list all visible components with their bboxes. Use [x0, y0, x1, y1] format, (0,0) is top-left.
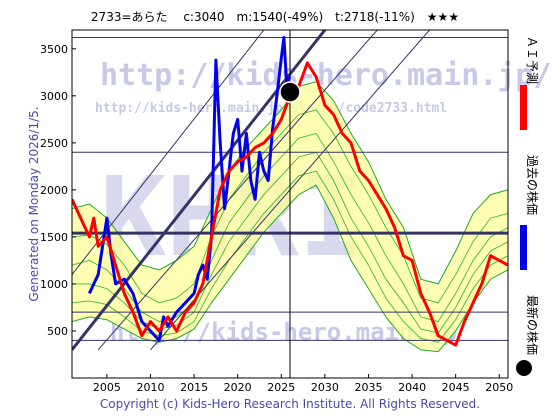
reference-lines — [72, 30, 508, 378]
watermark-url-mid: http://kids-hero.main.jp/stocks/code2733… — [95, 101, 447, 116]
x-tick-label-2040: 2040 — [398, 381, 426, 394]
x-axis: 2005 2010 2015 2020 2025 2030 2035 2040 2045 2050 — [93, 374, 513, 394]
latest-price-marker — [279, 81, 301, 103]
diagonal-reference-line-1 — [72, 30, 327, 351]
y-tick-label-1000: 1000 — [40, 278, 68, 291]
legend-label-latest-price: 最新の株価 — [525, 295, 540, 355]
plot-frame — [71, 29, 509, 379]
y-tick-label-1500: 1500 — [40, 231, 68, 244]
watermark-url-top: http://kids-hero.main.jp/ — [100, 58, 552, 93]
x-tick-label-2030: 2030 — [311, 381, 339, 394]
legend-swatch-ai-forecast — [520, 85, 527, 130]
x-tick-label-2020: 2020 — [224, 381, 252, 394]
marker-layer — [279, 81, 301, 103]
x-tick-label-2045: 2045 — [442, 381, 470, 394]
y-tick-label-500: 500 — [47, 325, 68, 338]
x-tick-label-2005: 2005 — [93, 381, 121, 394]
legend-swatch-past-price — [520, 225, 527, 270]
legend: ＡＩ予測 過去の株価 最新の株価 — [516, 36, 540, 376]
y-tick-label-3000: 3000 — [40, 90, 68, 103]
y-axis: 500 1000 1500 2000 2500 3000 3500 — [40, 43, 76, 338]
legend-label-ai-forecast: ＡＩ予測 — [525, 36, 539, 84]
legend-item-ai-forecast: ＡＩ予測 — [520, 36, 539, 130]
y-tick-label-2500: 2500 — [40, 137, 68, 150]
legend-item-latest-price: 最新の株価 — [516, 295, 540, 376]
diagonal-reference-line-3 — [97, 30, 378, 351]
x-tick-label-2050: 2050 — [485, 381, 513, 394]
chart-title: 2733=あらた c:3040 m:1540(-49%) t:2718(-11%… — [91, 10, 459, 24]
y-tick-label-3500: 3500 — [40, 43, 68, 56]
x-tick-label-2015: 2015 — [180, 381, 208, 394]
ai-forecast-series-line — [72, 61, 508, 347]
x-tick-label-2025: 2025 — [267, 381, 295, 394]
legend-marker-latest-price — [516, 360, 532, 376]
legend-item-past-price: 過去の株価 — [520, 155, 540, 270]
price-series — [72, 36, 508, 347]
y-tick-label-2000: 2000 — [40, 184, 68, 197]
x-tick-label-2010: 2010 — [136, 381, 164, 394]
past-price-series-line — [88, 36, 292, 342]
generated-date-label: Generated on Monday 2026/1/5. — [27, 106, 41, 301]
forecast-band-area — [72, 81, 508, 352]
copyright-footer: Copyright (c) Kids-Hero Research Institu… — [100, 397, 480, 411]
legend-label-past-price: 過去の株価 — [525, 155, 540, 215]
x-tick-label-2035: 2035 — [354, 381, 382, 394]
